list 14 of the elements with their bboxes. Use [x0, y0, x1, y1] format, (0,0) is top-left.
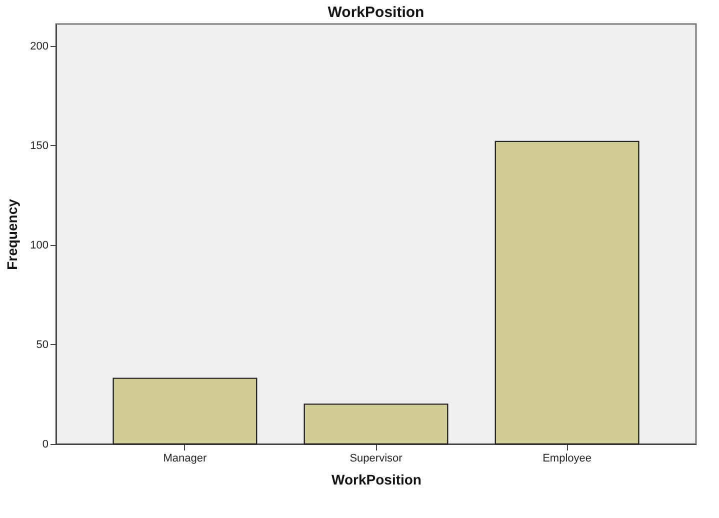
bar — [304, 404, 448, 445]
y-tick-label: 100 — [30, 239, 48, 252]
x-axis-title: WorkPosition — [332, 472, 422, 488]
x-tick-label: Manager — [163, 452, 207, 464]
y-tick-label: 200 — [30, 40, 48, 52]
y-axis-title: Frequency — [4, 198, 20, 270]
y-tick-label: 150 — [30, 140, 48, 152]
x-tick-label: Supervisor — [350, 452, 403, 464]
bar — [494, 140, 640, 445]
chart-title: WorkPosition — [328, 4, 424, 21]
bar — [112, 378, 258, 445]
y-tick-label: 50 — [36, 338, 48, 351]
y-tick-label: 0 — [42, 438, 48, 450]
x-tick-label: Employee — [542, 452, 592, 464]
